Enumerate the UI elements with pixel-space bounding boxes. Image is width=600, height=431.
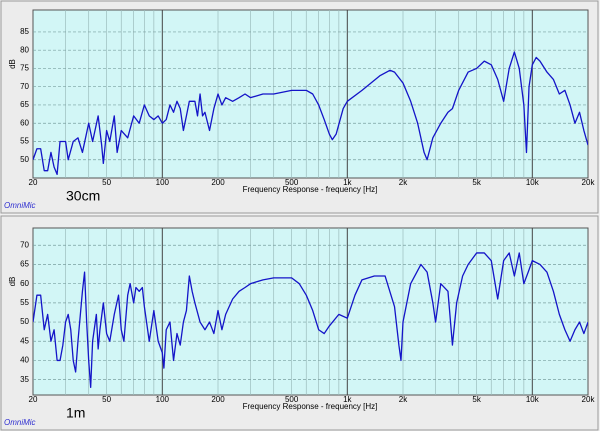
response-curve: [33, 51, 588, 175]
y-tick-label: 35: [20, 375, 29, 384]
y-tick-label: 85: [20, 27, 29, 36]
x-tick-label: 100: [156, 178, 170, 187]
annotation: 30cm: [66, 188, 100, 204]
y-tick-label: 55: [20, 298, 29, 307]
response-curve: [33, 252, 588, 388]
y-tick-label: 70: [20, 82, 29, 91]
x-tick-label: 1k: [343, 395, 352, 404]
x-tick-label: 50: [102, 178, 111, 187]
x-tick-label: 20: [29, 395, 38, 404]
x-tick-label: 2k: [399, 178, 408, 187]
x-tick-label: 10k: [526, 395, 540, 404]
x-tick-label: 10k: [526, 178, 540, 187]
y-tick-label: 50: [20, 317, 29, 326]
y-axis-label: dB: [8, 277, 17, 287]
y-tick-label: 55: [20, 137, 29, 146]
x-tick-label: 5k: [472, 395, 481, 404]
brand-label: OmniMic: [4, 418, 36, 427]
x-tick-label: 1k: [343, 178, 352, 187]
x-tick-label: 20: [29, 178, 38, 187]
y-tick-label: 60: [20, 279, 29, 288]
y-tick-label: 40: [20, 356, 29, 365]
plot-area: [32, 9, 589, 179]
y-tick-label: 70: [20, 240, 29, 249]
x-tick-label: 500: [285, 178, 299, 187]
x-axis-label: Frequency Response - frequency [Hz]: [243, 402, 378, 411]
x-tick-label: 20k: [582, 178, 596, 187]
x-tick-label: 2k: [399, 395, 408, 404]
x-tick-label: 100: [156, 395, 170, 404]
brand-label: OmniMic: [4, 201, 36, 210]
x-tick-label: 5k: [472, 178, 481, 187]
y-tick-label: 60: [20, 118, 29, 127]
y-tick-label: 80: [20, 45, 29, 54]
y-tick-label: 75: [20, 64, 29, 73]
x-tick-label: 50: [102, 395, 111, 404]
y-tick-label: 65: [20, 260, 29, 269]
plot-area: [32, 227, 589, 396]
x-axis-label: Frequency Response - frequency [Hz]: [243, 185, 378, 194]
x-tick-label: 20k: [582, 395, 596, 404]
x-tick-label: 200: [211, 395, 225, 404]
x-tick-label: 200: [211, 178, 225, 187]
x-tick-label: 500: [285, 395, 299, 404]
y-tick-label: 65: [20, 100, 29, 109]
y-tick-label: 45: [20, 336, 29, 345]
annotation: 1m: [66, 405, 85, 421]
y-tick-label: 50: [20, 155, 29, 164]
y-axis-label: dB: [8, 59, 17, 69]
